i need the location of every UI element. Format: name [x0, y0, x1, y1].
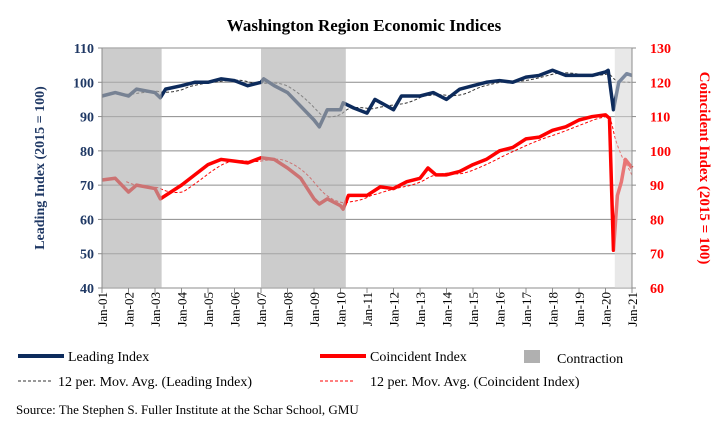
chart-title: Washington Region Economic Indices: [227, 16, 502, 35]
x-tick-label: Jan-20: [599, 292, 614, 327]
x-tick-label: Jan-06: [228, 292, 243, 327]
x-tick-label: Jan-10: [334, 292, 349, 327]
x-tick-label: Jan-09: [307, 292, 322, 327]
legend-label-coincident: Coincident Index: [370, 350, 467, 365]
x-tick-label: Jan-04: [175, 292, 190, 327]
x-tick-label: Jan-08: [281, 292, 296, 327]
contraction-shading: [102, 48, 632, 288]
y-tick-label-left: 40: [80, 282, 94, 297]
x-tick-label: Jan-18: [546, 292, 561, 327]
x-tick-label: Jan-19: [572, 292, 587, 327]
y-axis-right-label: Coincident Index (2015 = 100): [696, 72, 712, 265]
y-tick-label-right: 80: [650, 213, 664, 228]
series-line-leading: [101, 68, 633, 129]
y-tick-label-left: 100: [73, 76, 94, 91]
contraction-band: [102, 48, 162, 288]
x-tick-label: Jan-01: [95, 292, 110, 327]
y-tick-label-right: 90: [650, 179, 664, 194]
legend-label-contraction: Contraction: [557, 352, 623, 367]
y-tick-label-left: 110: [74, 42, 94, 57]
series-lines: [101, 68, 634, 253]
legend-label-ma-coincident: 12 per. Mov. Avg. (Coincident Index): [370, 375, 580, 390]
y-tick-label-right: 70: [650, 248, 664, 263]
y-tick-label-right: 100: [650, 145, 671, 160]
y-tick-label-right: 110: [650, 111, 670, 126]
moving-average-line-coincident: [126, 116, 633, 204]
x-tick-label: Jan-11: [360, 292, 375, 326]
axes: 40 60 50 70 60 80 70 90 80 100 90 110 100 120 110 130 Ja…: [73, 42, 671, 327]
y-tick-label-left: 50: [80, 248, 94, 263]
y-tick-label-right: 60: [650, 282, 664, 297]
x-tick-label: Jan-03: [148, 292, 163, 327]
legend-label-leading: Leading Index: [68, 350, 149, 365]
x-tick-label: Jan-15: [466, 292, 481, 327]
series-line-coincident: [101, 113, 634, 253]
x-tick-label: Jan-07: [254, 292, 269, 327]
x-tick-label: Jan-21: [625, 292, 640, 327]
x-tick-label: Jan-13: [413, 292, 428, 327]
x-tick-label: Jan-12: [387, 292, 402, 327]
contraction-band: [261, 48, 346, 288]
legend: Leading Index Coincident Index Contracti…: [18, 350, 623, 390]
moving-average-line-leading: [126, 72, 633, 118]
x-tick-label: Jan-17: [519, 292, 534, 327]
x-tick-label: Jan-05: [201, 292, 216, 327]
legend-label-ma-leading: 12 per. Mov. Avg. (Leading Index): [58, 375, 252, 390]
y-tick-label-left: 80: [80, 145, 94, 160]
x-tick-label: Jan-02: [122, 292, 137, 327]
y-tick-label-right: 130: [650, 42, 671, 57]
legend-swatch-contraction: [524, 350, 540, 363]
x-tick-label: Jan-16: [493, 292, 508, 327]
y-tick-label-left: 70: [80, 179, 94, 194]
y-tick-label-right: 120: [650, 76, 671, 91]
y-axis-left-label: Leading Index (2015 = 100): [33, 86, 48, 250]
y-tick-label-left: 90: [80, 111, 94, 126]
source-note: Source: The Stephen S. Fuller Institute …: [16, 402, 359, 417]
y-tick-label-left: 60: [80, 213, 94, 228]
x-tick-label: Jan-14: [440, 292, 455, 327]
contraction-band: [614, 48, 632, 288]
